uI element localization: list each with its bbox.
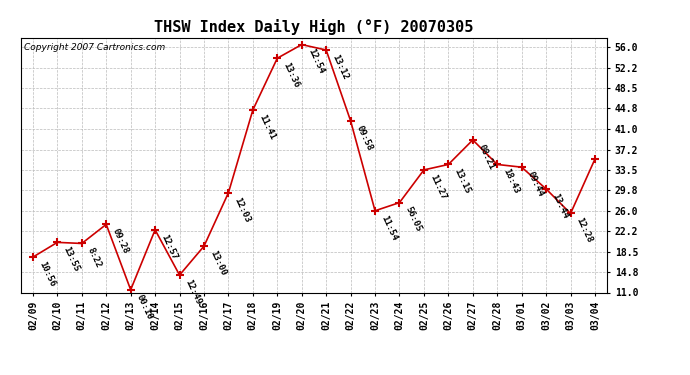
Text: 11:54: 11:54 <box>380 213 399 242</box>
Text: 12:49: 12:49 <box>184 278 204 306</box>
Text: 09:58: 09:58 <box>355 124 374 152</box>
Text: 12:54: 12:54 <box>306 47 326 75</box>
Text: 13:12: 13:12 <box>331 53 350 81</box>
Text: 12:28: 12:28 <box>575 216 594 244</box>
Text: 13:44: 13:44 <box>550 192 570 220</box>
Text: 09:28: 09:28 <box>110 227 130 255</box>
Text: 12:03: 12:03 <box>233 196 252 224</box>
Text: 00:10: 00:10 <box>135 292 155 321</box>
Text: 8:22: 8:22 <box>86 246 104 270</box>
Text: 56:05: 56:05 <box>404 206 423 234</box>
Text: 13:55: 13:55 <box>61 245 81 273</box>
Text: 13:36: 13:36 <box>282 61 301 89</box>
Text: 13:00: 13:00 <box>208 249 228 277</box>
Text: 10:56: 10:56 <box>37 260 57 288</box>
Text: 08:21: 08:21 <box>477 143 497 171</box>
Text: 18:43: 18:43 <box>502 167 521 195</box>
Text: 11:41: 11:41 <box>257 113 277 141</box>
Text: 12:57: 12:57 <box>159 232 179 261</box>
Text: 11:27: 11:27 <box>428 172 448 201</box>
Text: 09:44: 09:44 <box>526 170 545 198</box>
Title: THSW Index Daily High (°F) 20070305: THSW Index Daily High (°F) 20070305 <box>155 19 473 35</box>
Text: 13:15: 13:15 <box>453 167 472 195</box>
Text: Copyright 2007 Cartronics.com: Copyright 2007 Cartronics.com <box>23 43 165 52</box>
